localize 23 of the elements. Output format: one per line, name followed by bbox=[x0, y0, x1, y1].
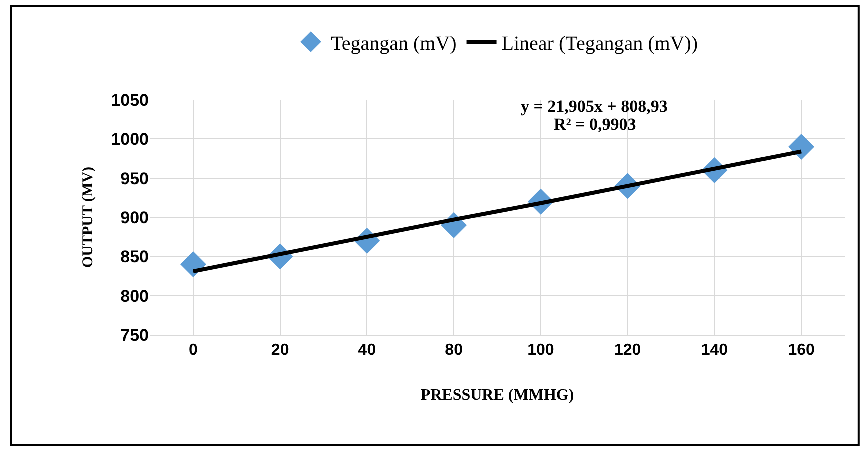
legend-label: Tegangan (mV) bbox=[331, 32, 457, 55]
legend-label: Linear (Tegangan (mV)) bbox=[502, 32, 698, 55]
x-axis-title: PRESSURE (MMHG) bbox=[420, 386, 574, 404]
x-tick-label: 120 bbox=[614, 342, 642, 360]
x-tick-label: 80 bbox=[445, 342, 464, 360]
y-tick-label: 1000 bbox=[111, 130, 149, 150]
x-tick-label: 100 bbox=[528, 342, 554, 360]
y-axis-title: OUTPUT (MV) bbox=[80, 167, 96, 268]
y-tick-label: 900 bbox=[120, 208, 149, 228]
annotation: R² = 0,9903 bbox=[554, 115, 636, 134]
point bbox=[180, 252, 206, 278]
y-tick-label: 950 bbox=[120, 169, 149, 188]
x-tick-label: 20 bbox=[271, 342, 290, 360]
y-tick-label: 1050 bbox=[111, 90, 149, 110]
point bbox=[788, 134, 815, 160]
x-tick-label: 160 bbox=[788, 342, 816, 360]
x-tick-label: 140 bbox=[701, 342, 728, 360]
y-tick-label: 800 bbox=[120, 286, 149, 306]
y-tick-label: 850 bbox=[120, 248, 149, 267]
y-tick-label: 750 bbox=[120, 326, 149, 345]
annotation: y = 21,905x + 808,93 bbox=[521, 97, 668, 116]
x-tick-label: 40 bbox=[358, 342, 376, 360]
x-tick-label: 0 bbox=[188, 342, 198, 360]
